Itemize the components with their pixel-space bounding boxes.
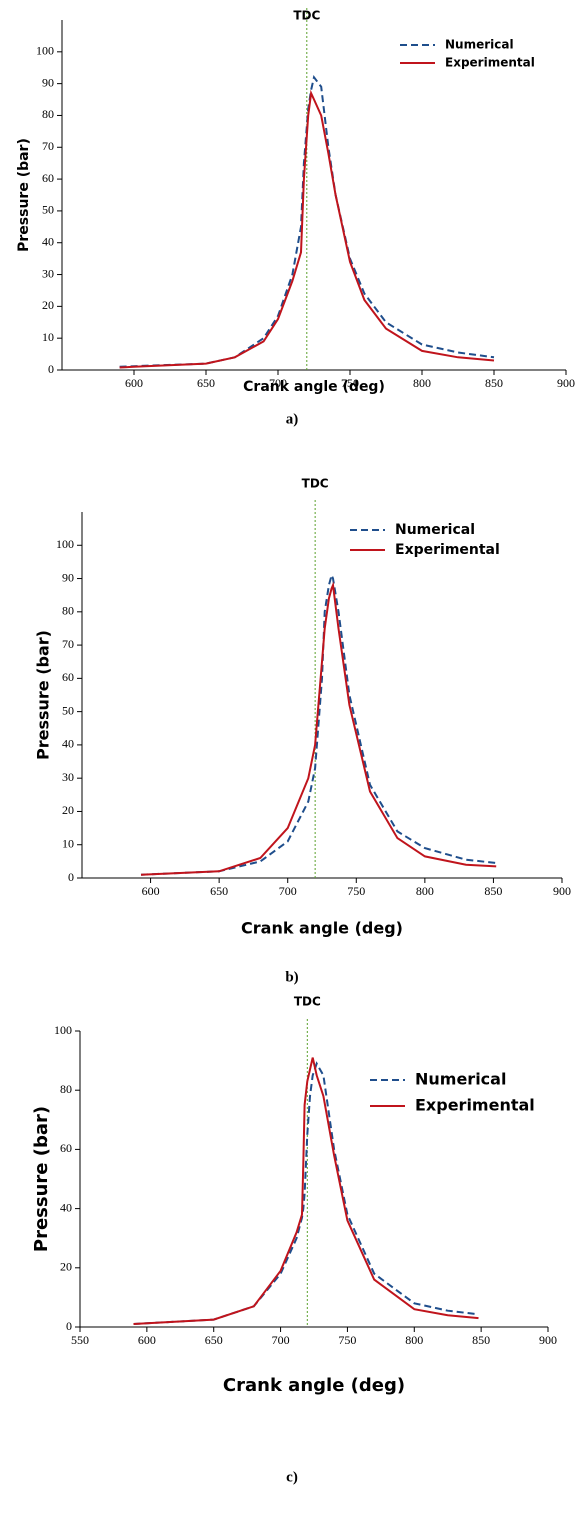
x-tick-label: 800 — [416, 884, 434, 898]
y-tick-label: 70 — [42, 139, 54, 153]
y-axis-label: Pressure (bar) — [34, 630, 53, 760]
x-tick-label: 850 — [484, 884, 502, 898]
x-tick-label: 850 — [472, 1333, 490, 1347]
series-line — [140, 572, 497, 876]
caption: b) — [285, 969, 298, 985]
y-tick-label: 70 — [62, 637, 74, 651]
y-tick-label: 40 — [60, 1200, 72, 1214]
x-tick-label: 650 — [210, 884, 228, 898]
y-tick-label: 90 — [62, 570, 74, 584]
series-line — [119, 89, 495, 369]
x-tick-label: 600 — [125, 376, 143, 390]
tdc-label: TDC — [294, 995, 321, 1009]
y-tick-label: 0 — [68, 870, 74, 884]
legend-label: Numerical — [415, 1070, 506, 1089]
y-tick-label: 10 — [42, 330, 54, 344]
x-tick-label: 600 — [138, 1333, 156, 1347]
x-axis-label: Crank angle (deg) — [241, 919, 403, 938]
x-axis-label: Crank angle (deg) — [243, 379, 385, 395]
y-tick-label: 80 — [42, 107, 54, 121]
series-line — [140, 581, 497, 876]
x-tick-label: 750 — [341, 376, 359, 390]
y-tick-label: 60 — [42, 171, 54, 185]
y-tick-label: 50 — [62, 703, 74, 717]
y-tick-label: 60 — [62, 670, 74, 684]
legend-label: Numerical — [445, 38, 514, 52]
caption: a) — [286, 411, 299, 427]
y-tick-label: 30 — [42, 266, 54, 280]
legend-label: Experimental — [415, 1096, 535, 1115]
legend-label: Experimental — [445, 56, 535, 70]
x-tick-label: 900 — [557, 376, 575, 390]
x-tick-label: 750 — [347, 884, 365, 898]
y-tick-label: 40 — [62, 737, 74, 751]
x-tick-label: 700 — [272, 1333, 290, 1347]
y-tick-label: 80 — [62, 604, 74, 618]
y-tick-label: 10 — [62, 836, 74, 850]
y-tick-label: 40 — [42, 234, 54, 248]
y-tick-label: 90 — [42, 75, 54, 89]
legend-label: Experimental — [395, 542, 500, 558]
tdc-label: TDC — [293, 9, 320, 23]
y-tick-label: 80 — [60, 1082, 72, 1096]
x-tick-label: 650 — [197, 376, 215, 390]
x-tick-label: 600 — [142, 884, 160, 898]
y-tick-label: 20 — [62, 803, 74, 817]
x-tick-label: 800 — [413, 376, 431, 390]
y-tick-label: 20 — [60, 1260, 72, 1274]
x-tick-label: 550 — [71, 1333, 89, 1347]
x-tick-label: 700 — [279, 884, 297, 898]
y-tick-label: 100 — [56, 537, 74, 551]
x-tick-label: 850 — [485, 376, 503, 390]
y-tick-label: 60 — [60, 1141, 72, 1155]
x-tick-label: 750 — [338, 1333, 356, 1347]
x-tick-label: 900 — [539, 1333, 557, 1347]
caption: c) — [286, 1469, 298, 1485]
y-tick-label: 30 — [62, 770, 74, 784]
y-tick-label: 100 — [54, 1023, 72, 1037]
series-line — [133, 1061, 479, 1325]
legend-label: Numerical — [395, 522, 475, 538]
y-axis-label: Pressure (bar) — [16, 138, 32, 252]
series-line — [133, 1057, 479, 1325]
y-tick-label: 50 — [42, 203, 54, 217]
y-tick-label: 20 — [42, 298, 54, 312]
x-tick-label: 900 — [553, 884, 571, 898]
x-tick-label: 800 — [405, 1333, 423, 1347]
y-axis-label: Pressure (bar) — [31, 1106, 52, 1252]
y-tick-label: 0 — [48, 362, 54, 376]
x-axis-label: Crank angle (deg) — [223, 1375, 405, 1396]
y-tick-label: 0 — [66, 1319, 72, 1333]
tdc-label: TDC — [302, 477, 329, 491]
y-tick-label: 100 — [36, 44, 54, 58]
x-tick-label: 650 — [205, 1333, 223, 1347]
series-line — [119, 74, 495, 368]
x-tick-label: 700 — [269, 376, 287, 390]
